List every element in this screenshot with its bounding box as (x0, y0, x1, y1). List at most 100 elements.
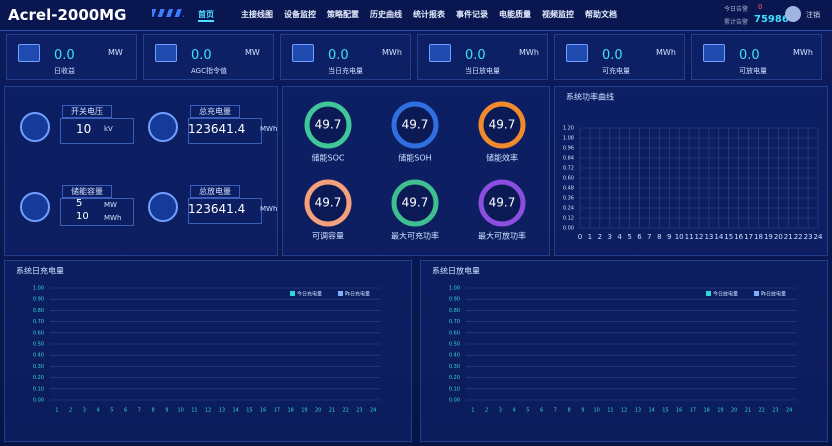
x-tick-label: 21 (745, 408, 751, 414)
stat-icon (20, 192, 50, 222)
kpi-icon (566, 44, 588, 62)
gauge-label: 最大可放功率 (478, 231, 526, 241)
kpi-unit: MWh (519, 48, 539, 57)
x-tick-label: 9 (667, 233, 671, 241)
x-tick-label: 12 (621, 408, 627, 414)
x-tick-label: 13 (704, 233, 713, 241)
alarm-today-label: 今日告警 (724, 6, 749, 13)
x-tick-label: 18 (703, 408, 709, 414)
y-tick-label: 0.20 (33, 375, 44, 381)
y-tick-label: 0.10 (33, 386, 44, 392)
y-tick-label: 0.36 (563, 196, 574, 202)
kpi-unit: MW (245, 48, 260, 57)
x-tick-label: 5 (110, 408, 113, 414)
alarm-total: 75986 (754, 14, 789, 25)
chart-title: 系统日充电量 (16, 266, 64, 276)
kpi-icon (155, 44, 177, 62)
y-tick-label: 0.50 (33, 342, 44, 348)
gauge-label: 可调容量 (312, 231, 344, 241)
x-tick-label: 18 (754, 233, 763, 241)
kpi-value: 0.0 (739, 48, 760, 63)
x-tick-label: 19 (717, 408, 723, 414)
x-tick-label: 3 (83, 408, 86, 414)
y-tick-label: 0.20 (449, 375, 460, 381)
x-tick-label: 1 (471, 408, 474, 414)
x-tick-label: 7 (554, 408, 557, 414)
stat-icon (20, 112, 50, 142)
gauge-value: 49.7 (402, 118, 429, 132)
x-tick-label: 16 (676, 408, 682, 414)
logout[interactable]: 注销 (806, 11, 820, 19)
x-tick-label: 21 (784, 233, 793, 241)
gauge-label: 最大可充功率 (391, 231, 439, 241)
nav-item[interactable]: 主接线图 (241, 10, 273, 19)
x-tick-label: 19 (764, 233, 773, 241)
y-tick-label: 0.80 (33, 308, 44, 314)
stat-value: 5 (76, 198, 83, 209)
x-tick-label: 5 (526, 408, 529, 414)
y-tick-label: 0.10 (449, 386, 460, 392)
y-tick-label: 0.00 (563, 226, 574, 232)
y-tick-label: 0.50 (449, 342, 460, 348)
kpi-icon (703, 44, 725, 62)
app-title: Acrel-2000MG (8, 6, 127, 24)
y-tick-label: 0.12 (563, 216, 574, 222)
kpi-icon (18, 44, 40, 62)
x-tick-label: 8 (568, 408, 571, 414)
kpi-label: 可放电量 (739, 67, 767, 75)
x-tick-label: 9 (581, 408, 584, 414)
nav-item[interactable]: 事件记录 (456, 10, 488, 19)
y-tick-label: 0.00 (449, 398, 460, 404)
x-tick-label: 14 (648, 408, 654, 414)
nav-item[interactable]: 帮助文档 (585, 10, 617, 19)
x-tick-label: 20 (315, 408, 321, 414)
chart-title: 系统日放电量 (432, 266, 480, 276)
x-tick-label: 23 (772, 408, 778, 414)
x-tick-label: 1 (588, 233, 592, 241)
stat-value: 10 (76, 211, 89, 222)
x-tick-label: 22 (794, 233, 803, 241)
x-tick-label: 19 (301, 408, 307, 414)
x-tick-label: 22 (342, 408, 348, 414)
y-tick-label: 0.72 (563, 166, 574, 172)
y-tick-label: 1.20 (563, 126, 574, 132)
stat-unit: MWh (104, 214, 122, 222)
y-tick-label: 0.80 (449, 308, 460, 314)
x-tick-label: 21 (329, 408, 335, 414)
gauge-value: 49.7 (315, 196, 342, 210)
x-tick-label: 6 (124, 408, 127, 414)
chart: 系统日充电量 0.00 0.10 0.20 0.30 0.40 0.50 0.60 0.70 0.… (16, 266, 380, 414)
y-tick-label: 0.48 (563, 186, 574, 192)
legend-swatch (706, 291, 711, 296)
nav-item[interactable]: 视频监控 (542, 10, 574, 19)
x-tick-label: 11 (685, 233, 694, 241)
gauge-label: 储能SOH (398, 153, 431, 163)
stat-box (60, 118, 134, 144)
kpi-label: 日收益 (54, 67, 75, 75)
stat-box (188, 118, 262, 144)
gauge-value: 49.7 (489, 196, 516, 210)
x-tick-label: 7 (647, 233, 651, 241)
nav-item[interactable]: 首页 (198, 9, 214, 22)
nav-item[interactable]: 设备监控 (284, 10, 316, 19)
nav-item[interactable]: 统计报表 (413, 10, 445, 19)
kpi-value: 0.0 (328, 48, 349, 63)
y-tick-label: 1.00 (33, 286, 44, 292)
kpi-value: 0.0 (191, 48, 212, 63)
y-tick-label: 0.70 (33, 319, 44, 325)
x-tick-label: 15 (724, 233, 733, 241)
nav-item[interactable]: 策略配置 (327, 10, 359, 19)
stat-unit: MWh (260, 125, 278, 133)
kpi-icon (292, 44, 314, 62)
legend-swatch (290, 291, 295, 296)
nav-item[interactable]: 历史曲线 (370, 10, 402, 19)
gauges: 49.7 储能SOC 49.7 储能SOH 49.7 储能效率 49.7 可调容量 49.7 最大… (304, 101, 526, 241)
x-tick-label: 16 (260, 408, 266, 414)
y-tick-label: 1.00 (449, 286, 460, 292)
gauge-label: 储能效率 (486, 153, 518, 163)
stat-icon (148, 192, 178, 222)
kpi-label: AGC指令值 (191, 67, 227, 75)
x-tick-label: 5 (627, 233, 631, 241)
nav-item[interactable]: 电能质量 (499, 10, 531, 19)
stat-unit: MWh (260, 205, 278, 213)
